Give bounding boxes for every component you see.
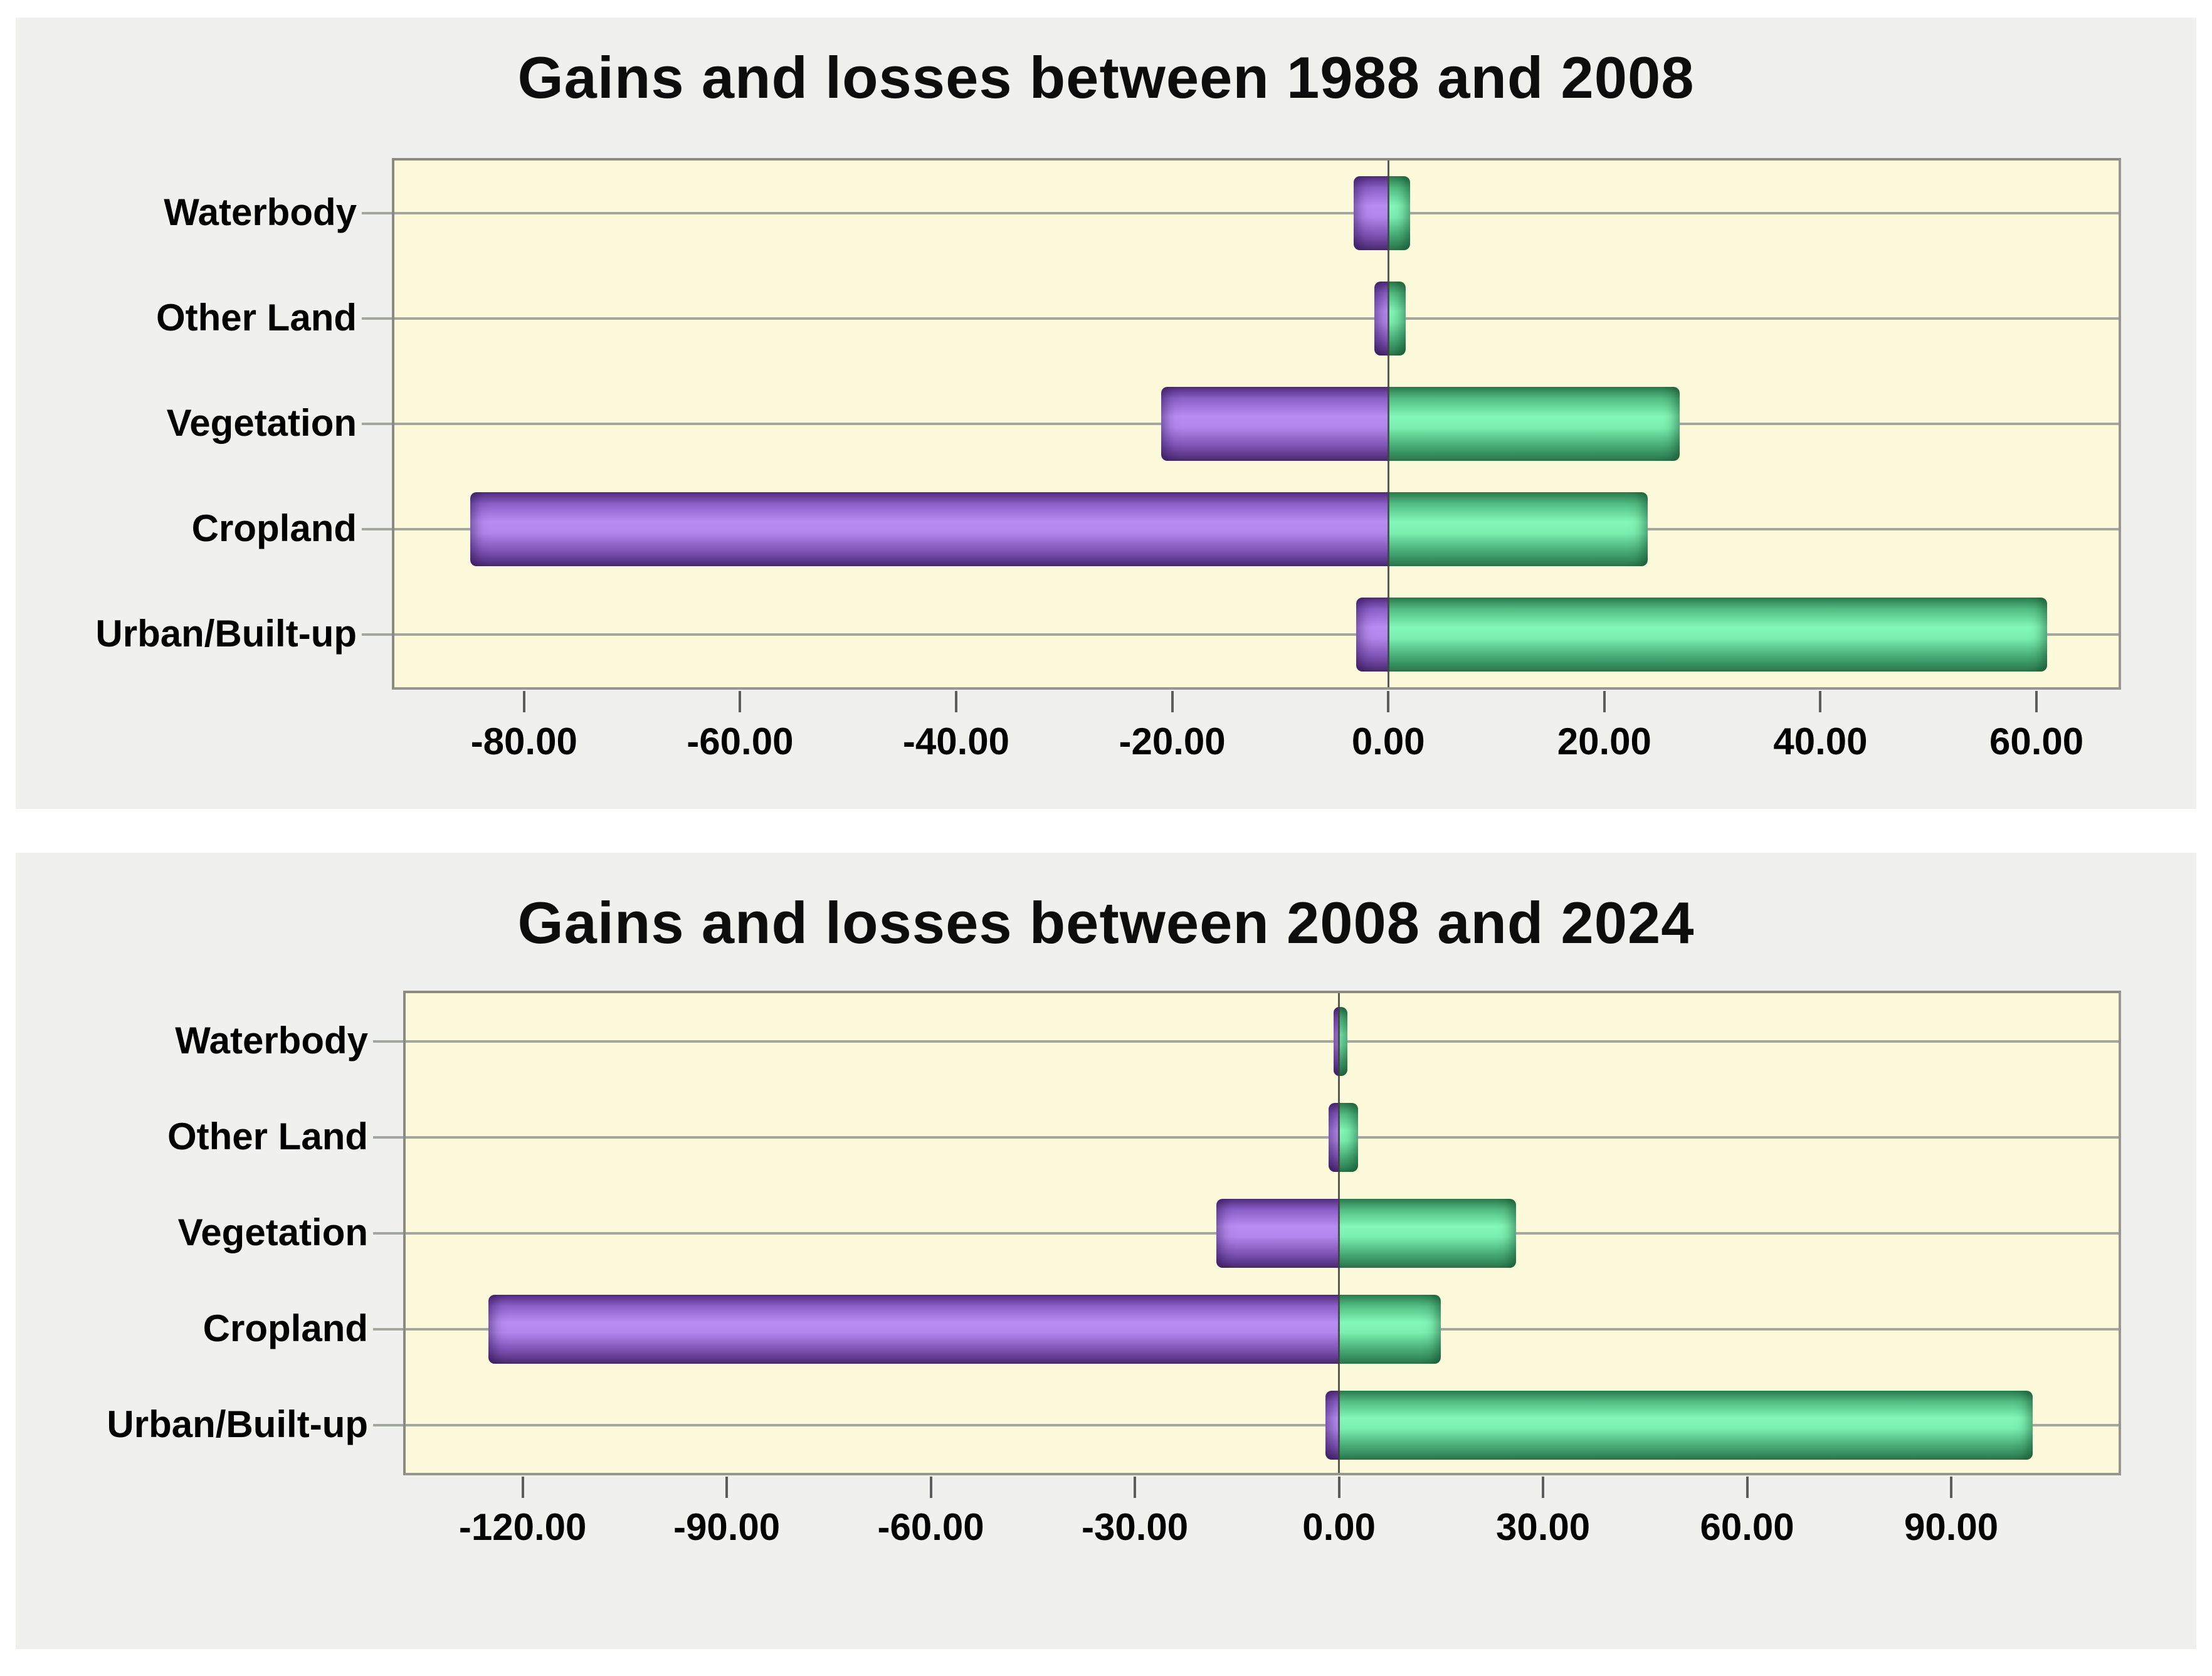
x-axis-tick-label: 60.00	[1989, 720, 2084, 762]
chart-title: Gains and losses between 1988 and 2008	[517, 45, 1695, 110]
chart-panel-2008-2024: Gains and losses between 2008 and 2024 W…	[16, 853, 2196, 1649]
loss-bar	[1356, 598, 1389, 672]
x-axis-tick	[1171, 691, 1174, 712]
gain-bar	[1339, 1006, 1347, 1076]
x-axis-tick-label: -30.00	[1082, 1506, 1189, 1548]
category-tick	[373, 1136, 403, 1139]
category-gridline	[406, 1423, 2119, 1426]
x-axis-tick-label: -20.00	[1119, 720, 1226, 762]
gain-bar	[1388, 492, 1648, 566]
category-label: Other Land	[167, 1115, 368, 1157]
category-label: Cropland	[191, 507, 357, 550]
category-tick	[362, 633, 392, 636]
x-axis-tick	[1819, 691, 1822, 712]
category-tick	[373, 1231, 403, 1235]
gain-bar	[1339, 1390, 2033, 1460]
category-tick	[362, 317, 392, 320]
zero-axis-line	[1387, 161, 1389, 687]
category-gridline	[394, 212, 2119, 214]
loss-bar	[1325, 1390, 1339, 1460]
gain-bar	[1339, 1102, 1358, 1172]
category-label: Vegetation	[166, 402, 357, 445]
category-label: Waterbody	[175, 1019, 368, 1062]
category-tick	[362, 528, 392, 530]
gain-bar	[1388, 282, 1406, 356]
x-axis-tick	[1603, 691, 1606, 712]
category-tick	[373, 1423, 403, 1426]
x-axis-tick	[521, 1477, 524, 1498]
x-axis-tick-label: 40.00	[1773, 720, 1868, 762]
category-label: Vegetation	[177, 1211, 368, 1253]
x-axis-tick-label: -40.00	[902, 720, 1010, 762]
category-label: Cropland	[203, 1307, 368, 1349]
x-axis-tick-label: 60.00	[1700, 1506, 1794, 1548]
x-axis-tick	[1542, 1477, 1545, 1498]
x-axis-tick-label: -60.00	[687, 720, 794, 762]
plot-area: Waterbody Other Land Vegetation Cropland Urb…	[95, 158, 2121, 762]
gain-bar	[1388, 387, 1680, 461]
gain-bar	[1339, 1294, 1441, 1364]
loss-bar	[470, 492, 1389, 566]
x-axis-tick	[1950, 1477, 1953, 1498]
category-tick	[373, 1040, 403, 1043]
plot-area: Waterbody Other Land Vegetation Cropland Urb…	[107, 991, 2121, 1548]
x-axis-tick-label: 0.00	[1351, 720, 1425, 762]
x-axis-tick	[1134, 1477, 1137, 1498]
x-axis-tick	[522, 691, 525, 712]
x-axis-tick-label: 0.00	[1302, 1506, 1376, 1548]
category-label: Urban/Built-up	[107, 1403, 368, 1445]
category-label: Urban/Built-up	[95, 613, 357, 655]
gain-bar	[1388, 598, 2048, 672]
chart-panel-1988-2008: Gains and losses between 1988 and 2008 W…	[16, 18, 2196, 809]
x-axis-tick-label: 20.00	[1557, 720, 1651, 762]
x-axis-tick	[1387, 691, 1390, 712]
loss-bar	[1329, 1102, 1339, 1172]
x-axis-tick-label: -90.00	[673, 1506, 781, 1548]
gain-bar	[1388, 176, 1410, 250]
x-axis-tick	[954, 691, 957, 712]
loss-bar	[1216, 1198, 1339, 1268]
x-axis-tick-label: -60.00	[877, 1506, 984, 1548]
x-axis-tick-label: -120.00	[458, 1506, 587, 1548]
category-tick	[362, 423, 392, 425]
zero-axis-line	[1338, 993, 1340, 1473]
gain-bar	[1339, 1198, 1516, 1268]
category-tick	[373, 1327, 403, 1331]
loss-bar	[1354, 176, 1389, 250]
category-gridline	[406, 1040, 2119, 1043]
x-axis-tick-label: 90.00	[1904, 1506, 1999, 1548]
loss-bar	[488, 1294, 1339, 1364]
category-label: Waterbody	[164, 191, 357, 234]
x-axis-tick	[725, 1477, 729, 1498]
chart-title: Gains and losses between 2008 and 2024	[517, 890, 1695, 956]
x-axis-tick	[1746, 1477, 1749, 1498]
category-gridline	[394, 317, 2119, 320]
category-gridline	[406, 1136, 2119, 1139]
x-axis-tick	[1337, 1477, 1340, 1498]
loss-bar	[1333, 1006, 1339, 1076]
x-axis-tick	[2035, 691, 2038, 712]
x-axis-tick-label: 30.00	[1496, 1506, 1591, 1548]
x-axis-tick	[739, 691, 742, 712]
loss-bar	[1374, 282, 1389, 356]
x-axis-tick	[929, 1477, 932, 1498]
loss-bar	[1161, 387, 1389, 461]
category-tick	[362, 212, 392, 214]
category-label: Other Land	[155, 297, 357, 339]
category-gridline	[394, 633, 2119, 636]
x-axis-tick-label: -80.00	[470, 720, 577, 762]
